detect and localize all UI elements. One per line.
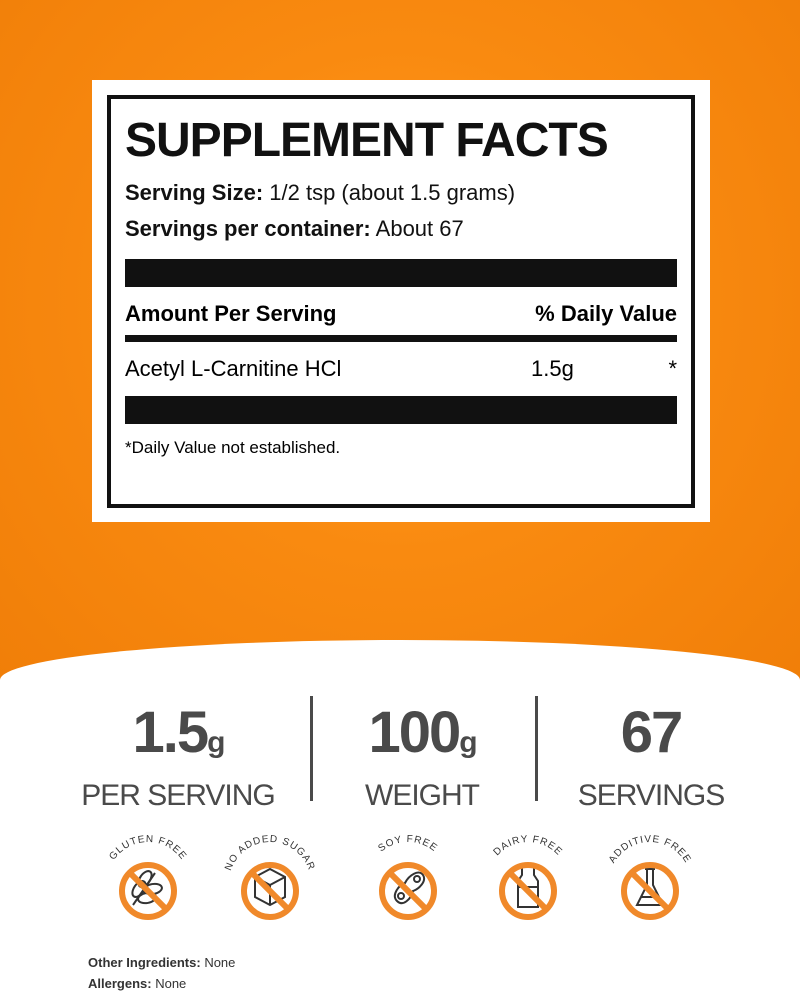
- stat-value: 1.5g: [68, 700, 288, 776]
- prohibited-slash: [249, 870, 291, 912]
- prohibited-circle-icon: [379, 862, 437, 920]
- prohibited-circle-icon: [119, 862, 177, 920]
- allergens-value: None: [155, 976, 187, 991]
- badge-label: GLUTEN FREE: [107, 835, 188, 862]
- serving-size: Serving Size: 1/2 tsp (about 1.5 grams): [125, 179, 677, 207]
- other-ingredients-value: None: [204, 955, 236, 970]
- facts-box: SUPPLEMENT FACTS Serving Size: 1/2 tsp (…: [107, 95, 695, 508]
- badge-label: DAIRY FREE: [492, 835, 565, 858]
- servings-value: About 67: [375, 216, 464, 241]
- stat-divider: [310, 696, 313, 801]
- stat-per-serving: 1.5g PER SERVING: [68, 700, 288, 816]
- badge-label: ADDITIVE FREE: [607, 835, 693, 865]
- servings-per-container: Servings per container: About 67: [125, 215, 677, 243]
- supplement-facts-panel: SUPPLEMENT FACTS Serving Size: 1/2 tsp (…: [92, 80, 710, 522]
- footnote: *Daily Value not established.: [125, 438, 341, 457]
- stat-unit: g: [459, 726, 477, 759]
- divider-bar: [125, 259, 677, 287]
- badge-label: SOY FREE: [376, 835, 439, 854]
- other-ingredients: Other Ingredients: None: [88, 955, 235, 970]
- ingredient-amount: 1.5g: [531, 356, 574, 381]
- badge-soy-free: SOY FREE: [353, 834, 463, 935]
- stat-value: 67: [541, 700, 761, 776]
- stat-label: SERVINGS: [577, 779, 726, 812]
- table-header: Amount Per Serving % Daily Value: [125, 299, 677, 342]
- dv-header: % Daily Value: [535, 301, 677, 326]
- prohibited-circle-icon: [499, 862, 557, 920]
- stat-number: 100: [368, 700, 461, 765]
- badge-dairy-free: DAIRY FREE: [473, 834, 583, 935]
- prohibited-circle-icon: [621, 862, 679, 920]
- stat-divider: [535, 696, 538, 801]
- stat-number: 67: [620, 700, 683, 765]
- prohibited-circle-icon: [241, 862, 299, 920]
- stat-value: 100g: [312, 700, 532, 776]
- serving-size-value: 1/2 tsp (about 1.5 grams): [269, 180, 516, 205]
- stats-row: 1.5g PER SERVING 100g WEIGHT 67 SERVINGS: [0, 700, 800, 812]
- stat-weight: 100g WEIGHT: [312, 700, 532, 816]
- prohibited-slash: [387, 870, 429, 912]
- white-curve: [0, 640, 800, 994]
- badge-additive-free: ADDITIVE FREE: [595, 834, 705, 935]
- stat-number: 1.5: [132, 700, 210, 765]
- prohibited-slash: [507, 870, 549, 912]
- allergens: Allergens: None: [88, 976, 186, 991]
- serving-size-label: Serving Size:: [125, 180, 264, 205]
- table-row: Acetyl L-Carnitine HCl 1.5g *: [125, 354, 677, 384]
- stat-label: PER SERVING: [81, 779, 276, 812]
- facts-title: SUPPLEMENT FACTS: [125, 114, 609, 167]
- stat-servings: 67 SERVINGS: [541, 700, 761, 816]
- prohibited-slash: [127, 870, 169, 912]
- servings-label: Servings per container:: [125, 216, 371, 241]
- stat-label: WEIGHT: [365, 779, 480, 812]
- badge-gluten-free: GLUTEN FREE: [93, 834, 203, 935]
- other-ingredients-label: Other Ingredients:: [88, 955, 201, 970]
- stat-unit: g: [207, 726, 225, 759]
- divider-bar: [125, 396, 677, 424]
- prohibited-slash: [629, 870, 671, 912]
- ingredient-dv: *: [668, 356, 677, 381]
- badge-no-added-sugar: NO ADDED SUGAR: [215, 834, 325, 935]
- allergens-label: Allergens:: [88, 976, 152, 991]
- ingredient-name: Acetyl L-Carnitine HCl: [125, 356, 342, 381]
- amount-header: Amount Per Serving: [125, 301, 337, 326]
